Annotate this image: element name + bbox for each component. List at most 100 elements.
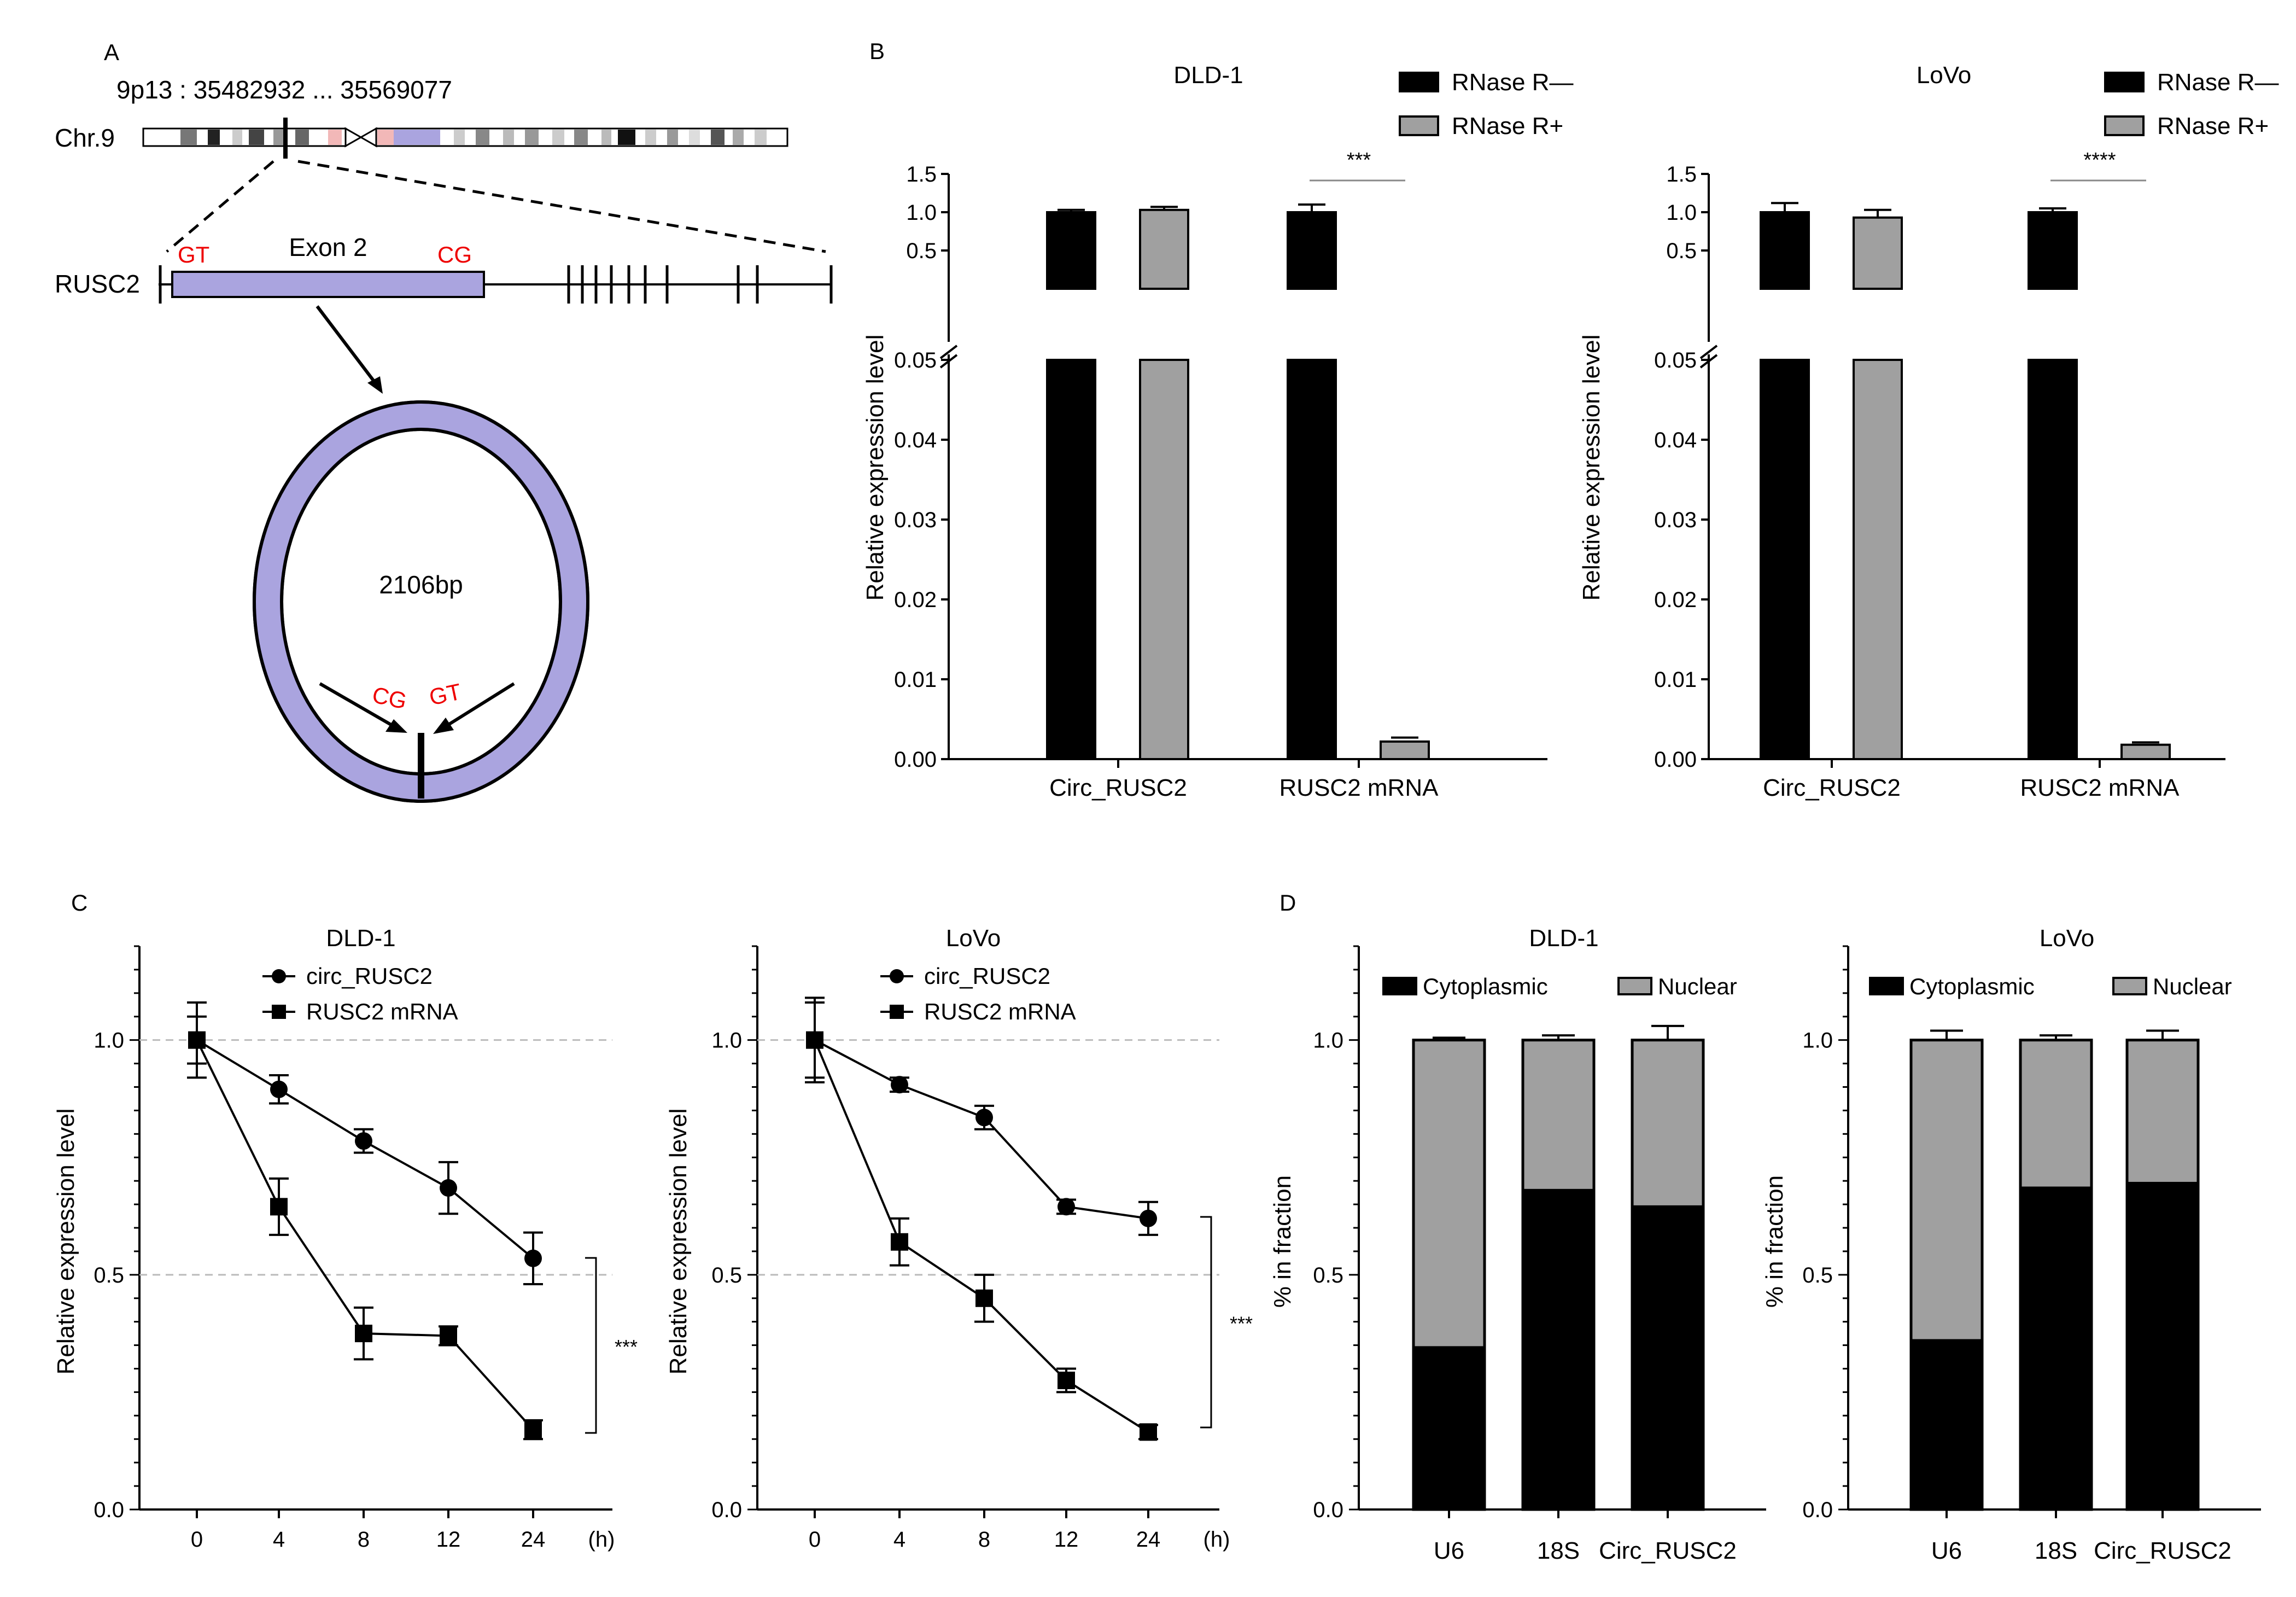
bar-lower-segment [1853, 359, 1903, 760]
legend-label: RNase R+ [1452, 113, 1563, 139]
y-axis-label: Relative expression level [862, 335, 889, 601]
x-tick-label: RUSC2 mRNA [1280, 774, 1439, 801]
bar-upper-segment [1287, 211, 1337, 290]
panel-a-letter: A [104, 39, 119, 65]
y-tick-label: 0.5 [711, 1263, 742, 1287]
axis-break-mark [939, 354, 958, 369]
bar-lower-segment [2028, 359, 2078, 760]
data-point [270, 1080, 288, 1098]
data-point [1058, 1198, 1075, 1216]
legend-label: circ_RUSC2 [924, 963, 1050, 989]
panel-b-letter: B [869, 38, 885, 64]
y-tick-label: 0.0 [711, 1498, 742, 1522]
y-tick-label: 1.0 [1666, 201, 1697, 225]
data-point [524, 1249, 542, 1267]
legend-swatch [2104, 72, 2145, 92]
bar-segment [1909, 1039, 1984, 1342]
y-axis-label: Relative expression level [52, 1109, 79, 1375]
x-tick-label: Circ_RUSC2 [2094, 1537, 2231, 1564]
panel-d-letter: D [1280, 890, 1296, 916]
bar-segment [2019, 1186, 2093, 1511]
circle-right-site: GT [427, 679, 464, 710]
bar-segment [2019, 1039, 2093, 1190]
y-tick-label: 0.5 [906, 239, 937, 263]
data-point [891, 1076, 908, 1094]
bar-lower-segment [1139, 359, 1189, 760]
data-point [440, 1327, 457, 1345]
bar-lower-segment [1760, 359, 1810, 760]
right-splice-site: CG [437, 242, 472, 267]
chart-d-lovo: LoVo 0.0 0.5 1.0 % in fraction U6 18S Circ_RUSC… [1761, 925, 2261, 1564]
y-tick-label: 1.0 [906, 201, 937, 225]
y-tick-label: 0.04 [1654, 428, 1697, 452]
left-splice-site: GT [178, 242, 209, 267]
data-point [806, 1031, 823, 1049]
bar-lower-segment [1046, 359, 1096, 760]
y-tick-label: 1.0 [711, 1029, 742, 1053]
chart-b-lovo: LoVo 0.00 0.01 0.02 0.03 0.04 0.05 0.5 1.0 1.5 Rel… [1578, 62, 2279, 801]
legend-swatch [1399, 115, 1439, 136]
x-tick-label: RUSC2 mRNA [2020, 774, 2180, 801]
legend-swatch [2104, 115, 2145, 136]
bar-segment [1631, 1039, 1705, 1208]
data-point [355, 1325, 372, 1343]
x-tick-label: 24 [1136, 1528, 1161, 1552]
x-unit-label: (h) [588, 1528, 615, 1552]
locus-label: 9p13 : 35482932 ... 35569077 [116, 75, 452, 104]
bar-break-gap [1762, 345, 1807, 357]
y-axis-label: % in fraction [1761, 1175, 1788, 1308]
y-tick-label: 0.03 [1654, 508, 1697, 532]
chart-title: LoVo [1917, 62, 1971, 89]
chromosome-label: Chr.9 [55, 124, 115, 152]
legend-label: circ_RUSC2 [306, 963, 433, 989]
gene-structure: RUSC2 Exon 2 GT CG [55, 233, 833, 304]
data-point [188, 1031, 206, 1049]
x-tick-label: 4 [273, 1528, 285, 1552]
legend-swatch [1382, 977, 1417, 995]
data-point [440, 1179, 457, 1197]
bar-segment [1412, 1346, 1486, 1511]
y-tick-label: 0.01 [894, 668, 937, 692]
bar-upper-segment [1853, 216, 1903, 290]
panel-c-letter: C [71, 890, 87, 916]
bar-segment [1631, 1205, 1705, 1511]
chart-title: LoVo [946, 925, 1001, 952]
data-point [524, 1421, 542, 1439]
y-tick-label: 0.00 [1654, 748, 1697, 772]
x-tick-label: 12 [436, 1528, 461, 1552]
bar-segment [1909, 1339, 1984, 1511]
x-tick-label: 12 [1054, 1528, 1079, 1552]
exon-2-box [171, 271, 485, 298]
legend-swatch [2112, 977, 2147, 995]
chart-title: DLD-1 [1173, 62, 1243, 89]
chart-b-dld1: DLD-1 0.00 0.01 0.02 0.03 0.04 0.05 0.5 1.0 1.5 Re… [862, 62, 1574, 801]
bar-break-gap [1142, 345, 1187, 357]
y-tick-label: 0.00 [894, 748, 937, 772]
data-point [891, 1233, 908, 1251]
legend-swatch [1869, 977, 1904, 995]
y-tick-label: 0.5 [1802, 1263, 1833, 1287]
chart-d-dld1: DLD-1 0.0 0.5 1.0 % in fraction U6 18S Circ_RUS… [1269, 925, 1766, 1564]
significance-bracket [1200, 1216, 1212, 1429]
bar-segment [2125, 1181, 2200, 1511]
bar-break-gap [2030, 345, 2075, 357]
chart-c-lovo: LoVo 0.0 0.5 1.0 Relative expression level 0 4… [665, 925, 1253, 1552]
data-point [270, 1198, 288, 1216]
legend-swatch [1617, 977, 1652, 995]
y-axis-label: Relative expression level [665, 1109, 692, 1375]
y-tick-label: 0.5 [1313, 1263, 1343, 1287]
y-tick-label: 0.04 [894, 428, 937, 452]
chart-title: DLD-1 [326, 925, 395, 952]
data-point [1140, 1423, 1157, 1441]
gene-label: RUSC2 [55, 270, 140, 298]
x-tick-label: 0 [809, 1528, 821, 1552]
bar-break-gap [1855, 345, 1900, 357]
y-tick-label: 0.02 [894, 588, 937, 612]
significance-label: *** [1230, 1313, 1253, 1335]
series-line [814, 1039, 1149, 1433]
chromosome-ideogram [142, 118, 788, 159]
chart-title: LoVo [2040, 925, 2094, 952]
y-tick-label: 0.0 [94, 1498, 124, 1522]
y-tick-label: 0.5 [1666, 239, 1697, 263]
